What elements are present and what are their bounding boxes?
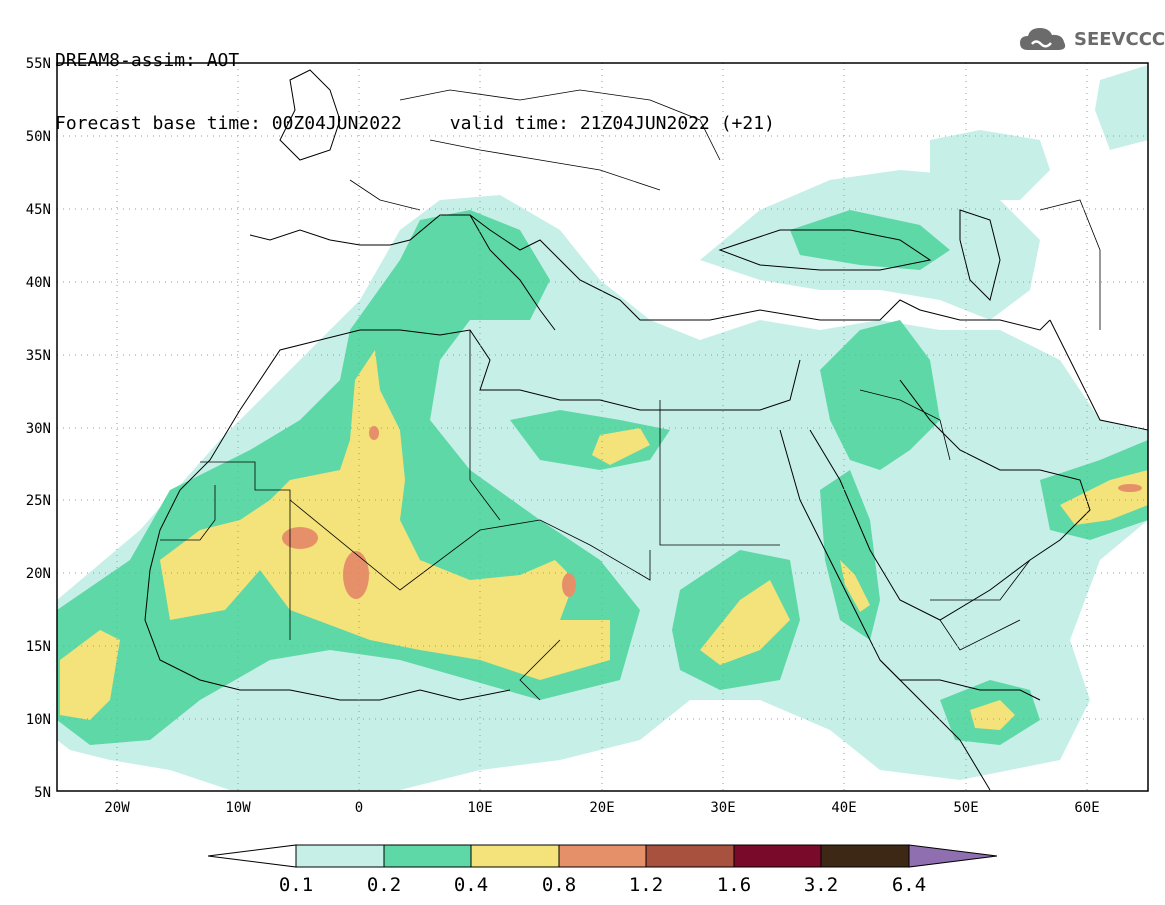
- lat-label: 25N: [26, 493, 51, 509]
- aot-band-yellow: [60, 630, 120, 720]
- aot-band-yellow: [970, 700, 1015, 730]
- aot-band-light: [930, 130, 1050, 200]
- border-line: [160, 485, 216, 541]
- coastline-west-africa: [144, 409, 511, 701]
- border-line: [289, 499, 651, 591]
- lon-label: 0: [355, 800, 363, 816]
- aot-band-medium: [790, 210, 950, 270]
- map-title: DREAM8-assim: AOT Forecast base time: 00…: [55, 8, 775, 155]
- border-line: [939, 619, 1021, 651]
- model-title: DREAM8-assim: AOT: [55, 50, 240, 71]
- lat-label: 55N: [26, 56, 51, 72]
- border-line: [659, 400, 780, 546]
- aot-band-yellow: [700, 580, 790, 665]
- colorbar-labels: 0.1 0.2 0.4 0.8 1.2 1.6 3.2 6.4: [279, 874, 926, 896]
- colorbar-over-triangle: [908, 844, 998, 868]
- colorbar-swatch: [383, 844, 472, 868]
- lat-label: 30N: [26, 421, 51, 437]
- lon-label: 60E: [1074, 800, 1099, 816]
- coastline-britain: [279, 69, 341, 161]
- lon-label: 20E: [589, 800, 614, 816]
- colorbar-swatch: [470, 844, 560, 868]
- border-line: [1039, 199, 1101, 330]
- base-time-label: Forecast base time: 00Z04JUN2022: [55, 113, 402, 134]
- lon-label: 10W: [225, 800, 251, 816]
- border-line: [349, 179, 421, 211]
- colorbar-swatch: [558, 844, 647, 868]
- lat-label: 45N: [26, 202, 51, 218]
- coastline-black-sea: [718, 229, 932, 271]
- colorbar-label: 0.8: [542, 874, 576, 896]
- border-line: [469, 330, 501, 521]
- lon-label: 50E: [953, 800, 978, 816]
- lon-label: 40E: [831, 800, 856, 816]
- aot-band-orange: [1118, 484, 1142, 492]
- aot-band-orange: [282, 527, 318, 549]
- colorbar-swatch: [733, 844, 822, 868]
- lat-label: 50N: [26, 129, 51, 145]
- colorbar-label: 0.4: [454, 874, 488, 896]
- seevccc-logo: SEEVCCC: [1018, 24, 1165, 54]
- border-line: [429, 139, 661, 191]
- coastline-arabia: [809, 379, 1091, 621]
- aot-field: [57, 63, 1148, 791]
- coastline-north-africa: [239, 329, 801, 411]
- coastlines: [144, 69, 1148, 791]
- lat-label: 40N: [26, 275, 51, 291]
- colorbar-label: 0.2: [367, 874, 401, 896]
- lat-label: 5N: [34, 785, 51, 801]
- coastline-caspian: [959, 209, 1001, 301]
- border-line: [930, 559, 1031, 601]
- aot-band-yellow: [840, 560, 870, 612]
- lat-labels: 55N 50N 45N 40N 35N 30N 25N 20N 15N 10N …: [26, 56, 51, 801]
- colorbar-label: 3.2: [804, 874, 838, 896]
- aot-band-orange: [343, 551, 369, 599]
- colorbar: [207, 844, 998, 868]
- colorbar-swatch: [645, 844, 735, 868]
- map-frame: [56, 62, 1149, 792]
- aot-band-orange: [369, 426, 379, 440]
- aot-band-orange: [562, 573, 576, 597]
- lon-labels: 20W 10W 0 10E 20E 30E 40E 50E 60E: [104, 800, 1099, 816]
- logo-text: SEEVCCC: [1074, 28, 1165, 50]
- border-line: [399, 89, 721, 161]
- colorbar-label: 0.1: [279, 874, 313, 896]
- aot-band-yellow: [592, 428, 650, 465]
- lon-label: 20W: [104, 800, 130, 816]
- map-grid: [57, 63, 1148, 791]
- lat-label: 20N: [26, 566, 51, 582]
- border-line: [859, 389, 951, 461]
- lat-label: 35N: [26, 348, 51, 364]
- colorbar-swatch: [820, 844, 910, 868]
- colorbar-label: 1.6: [717, 874, 751, 896]
- coastline-italy: [469, 214, 556, 331]
- lon-label: 30E: [710, 800, 735, 816]
- colorbar-label: 6.4: [892, 874, 926, 896]
- colorbar-label: 1.2: [629, 874, 663, 896]
- lat-label: 10N: [26, 712, 51, 728]
- aot-band-yellow: [160, 350, 610, 680]
- aot-band-yellow: [1060, 470, 1148, 525]
- coastline-iran: [1049, 319, 1148, 431]
- colorbar-under-triangle: [207, 844, 297, 868]
- valid-time-label: valid time: 21Z04JUN2022 (+21): [449, 113, 775, 134]
- aot-band-light: [1095, 65, 1148, 150]
- border-line: [519, 639, 561, 701]
- lon-label: 10E: [467, 800, 492, 816]
- country-borders: [160, 89, 1101, 701]
- colorbar-swatch: [295, 844, 385, 868]
- cloud-icon: [1020, 28, 1066, 50]
- border-line: [200, 461, 291, 640]
- coastline-horn: [879, 659, 991, 791]
- coastline-europe: [249, 214, 1051, 331]
- lat-label: 15N: [26, 639, 51, 655]
